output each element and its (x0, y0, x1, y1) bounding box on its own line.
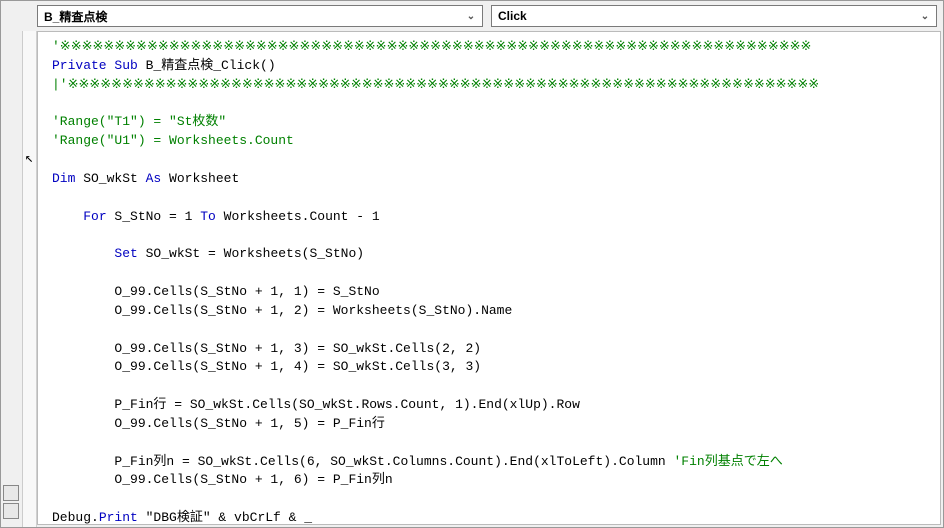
chevron-down-icon: ⌄ (918, 11, 932, 22)
chevron-down-icon: ⌄ (464, 11, 478, 22)
code-pane[interactable]: '※※※※※※※※※※※※※※※※※※※※※※※※※※※※※※※※※※※※※※※… (37, 31, 941, 525)
event-dropdown-text: Click (498, 9, 527, 23)
view-buttons (3, 485, 21, 521)
vba-editor-window: B_精査点検 ⌄ Click ⌄ ↖ '※※※※※※※※※※※※※※※※※※※※… (0, 0, 944, 528)
full-module-view-button[interactable] (3, 503, 19, 519)
event-dropdown[interactable]: Click ⌄ (491, 5, 937, 27)
object-dropdown[interactable]: B_精査点検 ⌄ (37, 5, 483, 27)
margin-gutter (1, 31, 23, 527)
procedure-view-button[interactable] (3, 485, 19, 501)
dropdown-bar: B_精査点検 ⌄ Click ⌄ (1, 1, 943, 31)
breakpoint-gutter[interactable] (23, 31, 37, 527)
code-text[interactable]: '※※※※※※※※※※※※※※※※※※※※※※※※※※※※※※※※※※※※※※※… (38, 32, 941, 525)
object-dropdown-text: B_精査点検 (44, 8, 107, 25)
